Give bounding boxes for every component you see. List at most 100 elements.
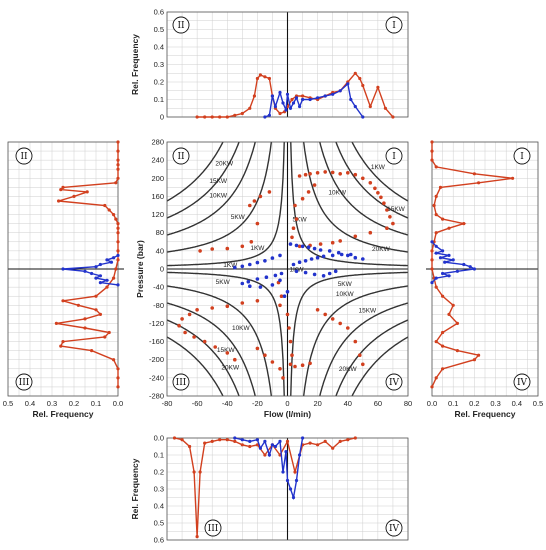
main-series-1-point-31 <box>321 274 326 278</box>
power-curve-15KW-q0 <box>335 142 408 219</box>
power-curves <box>167 142 408 396</box>
main-quadrant-III: III <box>176 378 187 388</box>
main-series-0-point-30 <box>294 217 299 221</box>
main-series-1-point-18 <box>279 271 284 276</box>
main-series-1-point-12 <box>270 256 275 260</box>
bottom-series-1-point-9 <box>278 439 282 443</box>
bottom-series-1-point-10 <box>281 470 285 474</box>
main-series-1-point-41 <box>321 254 326 259</box>
power-label-4: 1KW <box>250 245 265 252</box>
main-series-1-point-2 <box>300 244 305 249</box>
right-series-0-point-32 <box>434 376 438 380</box>
main-series-0-point-42 <box>198 249 202 253</box>
bottom-series-0-point-26 <box>353 436 357 440</box>
top-series-0-point-28 <box>358 76 362 81</box>
power-label-18: 15KW <box>358 308 377 315</box>
main-series-0-point-10 <box>368 181 373 185</box>
bottom-series-0-point-8 <box>218 438 222 442</box>
main-series-1-point-37 <box>297 260 302 265</box>
main-series-1-point-11 <box>278 253 282 258</box>
top-ytick-0.2: 0.2 <box>154 78 164 87</box>
bottom-series-1-point-4 <box>258 446 262 450</box>
right-series-0-point-23 <box>447 312 451 316</box>
top-series-0-line <box>197 72 394 118</box>
top-quadrant-I-ring <box>385 16 403 34</box>
main-series-0-point-6 <box>338 172 343 176</box>
bottom-series-0-point-25 <box>346 438 350 442</box>
main-series-0-point-15 <box>385 208 389 212</box>
main-series-0-point-16 <box>388 215 392 219</box>
main-series-0-point-80 <box>281 376 285 380</box>
left-series-0-point-5 <box>116 176 120 180</box>
power-curve-1KW-q2 <box>167 271 285 396</box>
top-ytick-0.4: 0.4 <box>154 43 164 52</box>
main-ylabel: Pressure (bar) <box>135 240 145 298</box>
right-series-1-point-14 <box>434 276 438 280</box>
left-series-0-point-31 <box>54 321 59 325</box>
top-series-0-point-20 <box>301 94 305 98</box>
right-series-1-point-4 <box>447 253 451 257</box>
main-series-0-point-20 <box>353 234 358 239</box>
bottom-series-1-point-1 <box>240 438 244 442</box>
top-series-1-point-13 <box>308 97 312 102</box>
power-curve-20KW-q1 <box>167 142 224 202</box>
main-series-1-point-43 <box>339 252 344 257</box>
right-series-1-point-15 <box>430 281 434 285</box>
left-series-0-point-15 <box>114 217 118 221</box>
left-series-0-point-8 <box>59 188 63 192</box>
bottom-series-1-point-14 <box>291 495 296 500</box>
left-series-1-point-5 <box>94 265 98 269</box>
top-series-1-line <box>264 82 364 118</box>
main-series-1-point-3 <box>306 245 311 249</box>
main-quadrant-III-ring <box>172 373 190 391</box>
right-series-0-point-11 <box>441 217 445 221</box>
main-series-1-point-7 <box>336 250 341 255</box>
top-series-1-point-3 <box>273 104 277 109</box>
main-series-1-point-30 <box>312 272 317 277</box>
main-xtick-60: 60 <box>374 399 382 408</box>
left-quadrant-III: III <box>19 378 30 388</box>
main-series-0-point-65 <box>287 326 291 330</box>
top-series-1-point-8 <box>288 106 293 110</box>
left-series-0-point-19 <box>116 240 120 244</box>
main-series-0-point-55 <box>192 335 196 339</box>
left-series-1-point-13 <box>116 283 120 287</box>
left-quadrant-II: II <box>20 152 28 162</box>
main-series-1-point-4 <box>312 246 317 251</box>
top-series-0-point-27 <box>353 71 357 75</box>
right-series-0-point-20 <box>434 285 438 289</box>
main-series-0-point-60 <box>255 346 260 351</box>
main-series-1-point-20 <box>264 275 269 280</box>
right-series-0-line <box>431 142 513 388</box>
right-series-0-point-0 <box>430 140 434 144</box>
left-series-0-point-22 <box>114 267 118 271</box>
power-curve-15KW-q1 <box>167 142 240 219</box>
bottom-series-0-point-4 <box>195 535 199 539</box>
bottom-series-0-point-11 <box>240 443 244 447</box>
main-ytick-80: 80 <box>156 228 164 237</box>
right-series-0-point-22 <box>451 303 455 307</box>
top-ytick-0: 0 <box>160 113 164 122</box>
bottom-ylabel: Rel. Frequency <box>130 458 140 519</box>
main-series-0-point-69 <box>293 364 297 369</box>
left-series-0-point-36 <box>59 344 63 348</box>
top-series-0-point-33 <box>391 115 395 119</box>
left-xlabel: Rel. Frequency <box>33 409 94 419</box>
main-series-1-point-21 <box>255 277 260 281</box>
right-series-0-point-1 <box>430 149 434 153</box>
top-series-1-point-1 <box>267 113 271 117</box>
main-ytick-280: 280 <box>151 138 164 147</box>
main-series-1-point-0 <box>288 242 293 246</box>
right-series-1-point-6 <box>451 258 455 262</box>
bottom-series-0-line <box>174 437 356 537</box>
right-series-1-point-11 <box>455 269 459 273</box>
top-series-0-point-2 <box>210 115 214 119</box>
bottom-ytick-0.1: 0.1 <box>154 451 164 460</box>
top-frame <box>166 11 409 118</box>
main-series-0-point-11 <box>373 186 377 191</box>
top-series-1-point-0 <box>263 115 267 119</box>
main-series-0-point-46 <box>255 299 260 303</box>
main-series-0-point-73 <box>323 312 328 317</box>
top-series-1-point-21 <box>361 115 365 119</box>
